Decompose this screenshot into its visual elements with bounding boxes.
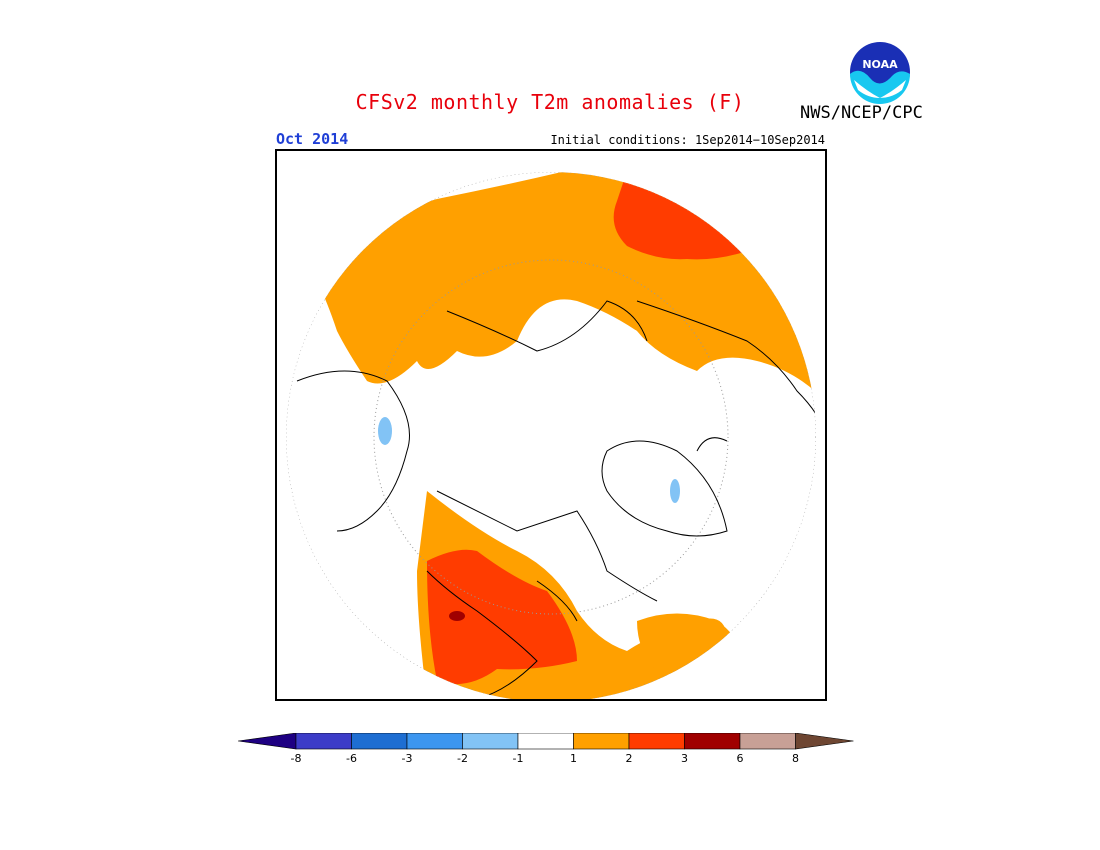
colorbar-box — [462, 732, 519, 750]
colorbar-tick-label: 8 — [792, 752, 799, 765]
colorbar: -8 -6 -3 -2 -1 1 2 3 6 8 — [237, 732, 862, 773]
anomaly-region-europe-west — [657, 311, 717, 365]
colorbar-box — [351, 732, 408, 750]
colorbar-box — [406, 732, 463, 750]
map-title: CFSv2 monthly T2m anomalies (F) — [355, 90, 745, 114]
colorbar-tick-label: -1 — [513, 752, 524, 765]
colorbar-box — [295, 732, 352, 750]
colorbar-tick-label: 1 — [570, 752, 577, 765]
anomaly-region-canada — [427, 549, 577, 685]
noaa-logo: NOAA — [848, 40, 912, 104]
anomaly-region-blue-1 — [378, 417, 392, 445]
colorbar-box — [739, 732, 796, 750]
anomaly-region-siberia — [613, 172, 750, 260]
colorbar-arrow-low — [237, 732, 297, 750]
anomaly-region-eurasia — [317, 172, 816, 401]
colorbar-tick-label: -6 — [346, 752, 357, 765]
colorbar-box — [684, 732, 741, 750]
agency-label: NWS/NCEP/CPC — [800, 103, 923, 123]
colorbar-arrow-high — [795, 732, 854, 750]
colorbar-tick-label: -3 — [402, 752, 413, 765]
colorbar-tick-label: 6 — [737, 752, 744, 765]
colorbar-tick-label: -2 — [457, 752, 468, 765]
anomaly-region-dark — [449, 611, 465, 621]
initial-conditions: Initial conditions: 1Sep2014−10Sep2014 — [550, 133, 825, 147]
colorbar-tick-label: -8 — [291, 752, 302, 765]
anomaly-region-blue-2 — [670, 479, 680, 503]
colorbar-box — [517, 732, 574, 750]
svg-text:NOAA: NOAA — [862, 58, 898, 71]
polar-map — [275, 149, 827, 701]
colorbar-box — [573, 732, 630, 750]
colorbar-box — [628, 732, 685, 750]
colorbar-tick-label: 2 — [626, 752, 633, 765]
colorbar-tick-label: 3 — [681, 752, 688, 765]
forecast-month: Oct 2014 — [276, 130, 349, 148]
